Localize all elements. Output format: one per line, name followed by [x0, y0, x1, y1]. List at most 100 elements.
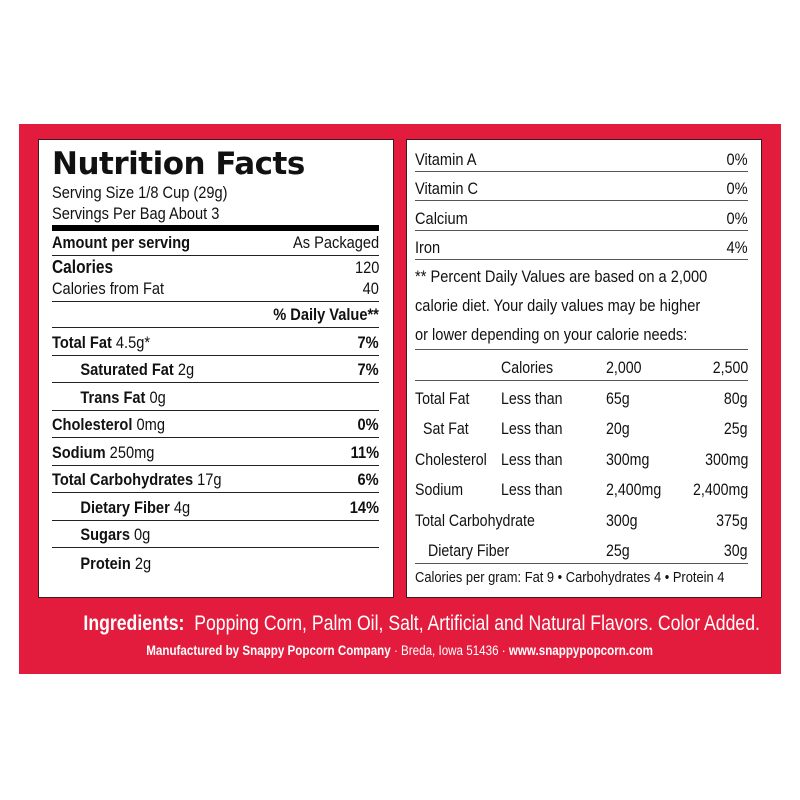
nutrient-name: Sodium	[52, 442, 106, 462]
calories-from-fat-row: Calories from Fat 40	[52, 279, 379, 302]
dv-cell: 25g	[605, 541, 630, 560]
vitamin-row-calcium: Calcium 0%	[415, 201, 748, 231]
calories-label: Calories	[52, 257, 114, 277]
dv-table-row: Total Fat Less than 65g 80g	[415, 380, 748, 411]
nutrient-amount: 4.5g*	[115, 332, 151, 352]
ingredients-line: Ingredients: Popping Corn, Palm Oil, Sal…	[19, 612, 781, 636]
nutrient-amount: 2g	[134, 553, 152, 573]
dv-table-row: Total Carbohydrate 300g 375g	[415, 502, 748, 533]
dv-cell: 65g	[605, 389, 630, 408]
dv-cell: 80g	[724, 389, 748, 408]
nutrient-dv: 14%	[349, 497, 379, 517]
vitamin-name: Calcium	[415, 208, 468, 228]
dv-table-row: Sat Fat Less than 20g 25g	[415, 411, 748, 442]
vitamin-row-vitamin-a: Vitamin A 0%	[415, 142, 748, 172]
dv-table-row: Dietary Fiber 25g 30g	[415, 532, 748, 564]
dv-cell: Less than	[500, 389, 563, 408]
nutrient-dv: 0%	[357, 415, 379, 434]
dv-cell: 20g	[605, 420, 630, 438]
serving-size: Serving Size 1/8 Cup (29g)	[52, 183, 228, 202]
dv-cell: 30g	[724, 541, 748, 560]
dv-table-row: Cholesterol Less than 300mg 300mg	[415, 441, 748, 472]
ingredients-label: Ingredients:	[83, 612, 185, 635]
manufacturer-website: www.snappypopcorn.com	[509, 643, 654, 658]
dv-cell: 300mg	[605, 450, 650, 469]
nutrient-amount: 250mg	[109, 442, 155, 462]
dv-cell: 300g	[605, 511, 638, 530]
nutrient-name: Total Fat	[52, 332, 112, 352]
nutrition-facts-box: Nutrition Facts Serving Size 1/8 Cup (29…	[38, 139, 394, 598]
nutrition-facts-title: Nutrition Facts	[52, 146, 305, 182]
separator: ·	[498, 643, 510, 658]
calories-per-gram: Calories per gram: Fat 9 • Carbohydrates…	[415, 568, 725, 586]
vitamins-daily-values-box: Vitamin A 0% Vitamin C 0% Calcium 0% Iro…	[406, 139, 762, 598]
dv-cell: Sodium	[415, 481, 464, 499]
nutrient-row-protein: Protein 2g	[52, 548, 379, 576]
dv-cell: Less than	[500, 420, 563, 438]
separator: ·	[391, 643, 402, 658]
daily-value-footnote: ** Percent Daily Values are based on a 2…	[415, 260, 748, 350]
nutrient-dv: 7%	[357, 360, 379, 379]
dv-table-header: Calories 2,000 2,500	[415, 350, 748, 381]
nutrient-name: Dietary Fiber	[80, 497, 170, 517]
vitamin-dv: 0%	[726, 149, 748, 169]
calories-value: 120	[354, 258, 379, 277]
ingredients-text: Popping Corn, Palm Oil, Salt, Artificial…	[194, 612, 760, 635]
nutrient-row-trans-fat: Trans Fat 0g	[52, 383, 379, 411]
nutrient-row-dietary-fiber: Dietary Fiber 4g 14%	[52, 493, 379, 521]
manufacturer-company: Manufactured by Snappy Popcorn Company	[146, 643, 392, 658]
nutrient-name: Protein	[80, 553, 131, 573]
nutrient-amount: 4g	[173, 497, 191, 517]
dv-header-cell: 2,500	[712, 358, 748, 377]
dv-cell: 2,400mg	[692, 481, 748, 499]
nutrient-row-total-carbohydrates: Total Carbohydrates 17g 6%	[52, 466, 379, 493]
dv-cell: Cholesterol	[415, 450, 487, 469]
dv-cell: Sat Fat	[423, 420, 469, 438]
nutrient-row-sodium: Sodium 250mg 11%	[52, 438, 379, 466]
nutrient-row-cholesterol: Cholesterol 0mg 0%	[52, 411, 379, 438]
nutrient-amount: 2g	[177, 360, 195, 379]
amount-header: Amount per serving	[52, 233, 191, 252]
dv-cell: 25g	[724, 420, 748, 438]
footnote-line: or lower depending on your calorie needs…	[415, 325, 688, 344]
nutrient-row-total-fat: Total Fat 4.5g* 7%	[52, 328, 379, 356]
daily-value-header-row: % Daily Value**	[52, 302, 379, 328]
footnote-line: ** Percent Daily Values are based on a 2…	[415, 267, 708, 286]
vitamin-name: Vitamin C	[415, 179, 479, 198]
dv-cell: Less than	[500, 481, 563, 499]
servings-per-container: Servings Per Bag About 3	[52, 204, 220, 223]
as-packaged-header: As Packaged	[292, 233, 379, 252]
dv-cell: 300mg	[704, 450, 748, 469]
vitamin-name: Iron	[415, 238, 441, 257]
vitamin-dv: 0%	[726, 179, 748, 198]
dv-header-cell: 2,000	[605, 358, 642, 377]
dv-cell: Total Carbohydrate	[415, 511, 535, 530]
vitamin-row-vitamin-c: Vitamin C 0%	[415, 172, 748, 201]
nutrient-amount: 0g	[149, 387, 166, 407]
daily-value-header: % Daily Value**	[273, 305, 379, 324]
nutrient-amount: 0g	[134, 525, 151, 544]
vitamin-dv: 4%	[726, 238, 748, 257]
nutrient-dv: 7%	[357, 332, 379, 352]
nutrient-row-sugars: Sugars 0g	[52, 521, 379, 548]
nutrient-name: Saturated Fat	[80, 360, 174, 379]
red-label-panel: Nutrition Facts Serving Size 1/8 Cup (29…	[19, 124, 781, 674]
dv-cell: 2,400mg	[605, 481, 662, 499]
nutrient-dv: 6%	[357, 470, 379, 489]
footnote-line: calorie diet. Your daily values may be h…	[415, 296, 701, 315]
dv-cell: Total Fat	[415, 389, 470, 408]
dv-header-cell: Calories	[500, 358, 553, 377]
vitamin-name: Vitamin A	[415, 149, 477, 169]
nutrient-dv: 11%	[350, 442, 379, 462]
nutrient-amount: 0mg	[136, 415, 165, 434]
nutrient-name: Trans Fat	[80, 387, 146, 407]
nutrient-name: Total Carbohydrates	[52, 470, 194, 489]
dv-table-row: Sodium Less than 2,400mg 2,400mg	[415, 472, 748, 503]
dv-cell: 375g	[716, 511, 748, 530]
manufacturer-location: Breda, Iowa 51436	[401, 643, 499, 658]
amount-per-serving-row: Amount per serving As Packaged	[52, 231, 379, 256]
nutrient-row-saturated-fat: Saturated Fat 2g 7%	[52, 356, 379, 383]
manufacturer-line: Manufactured by Snappy Popcorn Company ·…	[19, 643, 781, 658]
vitamin-dv: 0%	[726, 208, 748, 228]
nutrient-amount: 17g	[197, 470, 222, 489]
